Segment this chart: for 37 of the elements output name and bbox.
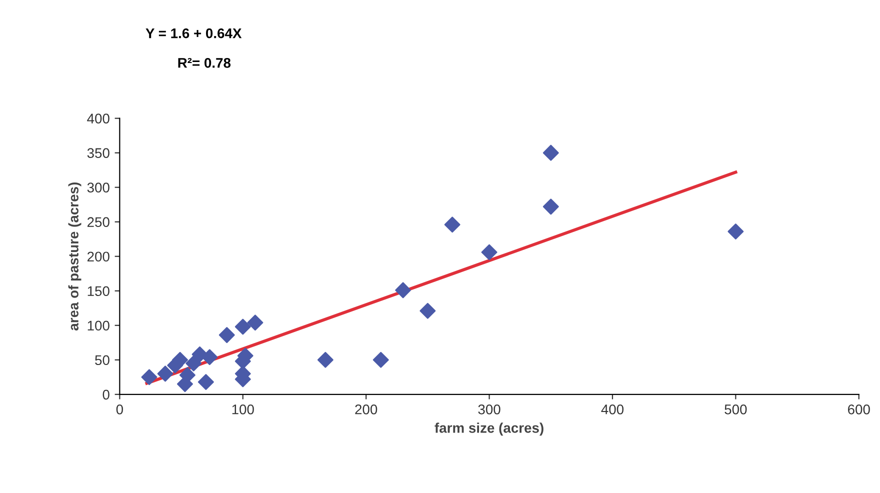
y-tick-label: 200 [87,252,110,262]
point [198,374,214,390]
y-axis-title: area of pasture (acres) [68,182,82,330]
y-tick-label: 0 [102,390,110,400]
x-tick-label: 100 [232,404,254,414]
y-tick-label: 150 [88,286,110,296]
point [481,244,498,260]
x-tick-label: 0 [116,404,123,414]
x-tick-label: 200 [355,404,378,414]
point [444,216,460,233]
x-tick-label: 600 [848,404,870,414]
x-axis-title: farm size (acres) [434,422,544,436]
point [218,327,235,344]
point [141,369,158,386]
point [420,302,436,319]
point [186,355,202,372]
text: Y = 1.6 + 0.64X [146,28,242,38]
x-tick-label: 400 [601,404,624,414]
point [542,198,559,215]
point [395,282,412,298]
point [372,352,389,368]
point [247,314,264,331]
y-tick-label: 400 [87,114,110,124]
point [728,224,744,240]
point [317,352,334,368]
y-tick-label: 50 [95,355,110,366]
point [192,346,208,362]
point [234,318,251,335]
point [157,366,174,382]
y-tick-label: 350 [87,148,110,158]
y-tick-label: 100 [88,320,110,331]
x-tick-label: 300 [478,404,500,414]
text: R²= 0.78 [178,58,231,68]
y-tick-label: 250 [87,217,110,228]
point [542,144,559,161]
y-tick-label: 300 [87,182,110,193]
x-tick-label: 500 [724,404,747,414]
